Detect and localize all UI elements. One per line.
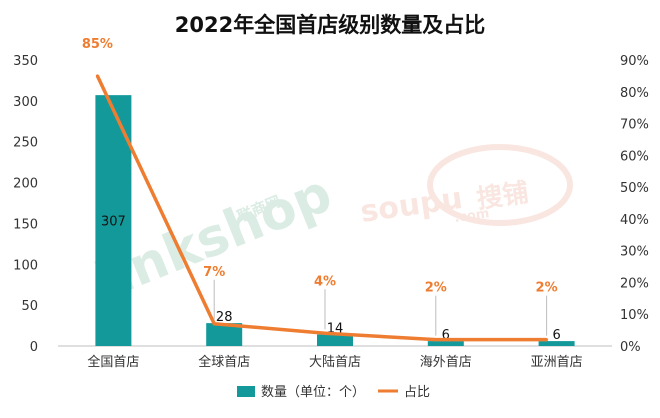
y-left-tick-label: 100	[13, 258, 38, 273]
x-tick-label: 大陆首店	[309, 354, 361, 370]
chart-title: 2022年全国首店级别数量及占比	[175, 13, 485, 37]
line-value-labels: 85% 7% 4% 2% 2%	[82, 37, 558, 336]
y-right-tick-label: 60%	[620, 149, 649, 164]
y-left-tick-label: 150	[13, 217, 38, 232]
x-tick-label: 全国首店	[87, 354, 139, 370]
y-left-tick-label: 200	[13, 177, 38, 192]
bar-value-label: 6	[552, 328, 560, 343]
watermark-soupu: soupu 搜铺 .com	[358, 144, 573, 230]
y-right-tick-label: 90%	[620, 54, 649, 69]
legend: 数量（单位：个） 占比	[237, 385, 430, 400]
line-point	[323, 331, 327, 335]
bar-series	[95, 95, 575, 346]
x-axis-tick-labels: 全国首店 全球首店 大陆首店 海外首店 亚洲首店	[87, 354, 582, 370]
bar-value-label: 28	[216, 310, 233, 325]
line-point	[95, 74, 99, 78]
legend-bar-swatch	[237, 386, 255, 397]
y-left-tick-label: 50	[21, 299, 38, 314]
x-tick-label: 海外首店	[420, 355, 472, 370]
y-right-tick-label: 20%	[620, 276, 649, 291]
bar-value-label: 6	[442, 328, 450, 343]
line-point	[434, 338, 438, 342]
y-right-tick-label: 10%	[620, 308, 649, 323]
y-right-tick-label: 70%	[620, 118, 649, 133]
x-tick-label: 全球首店	[198, 354, 250, 370]
y-right-tick-label: 0%	[620, 340, 641, 355]
y-left-tick-label: 300	[13, 95, 38, 110]
bar	[538, 341, 575, 346]
line-value-label: 4%	[314, 274, 336, 289]
legend-bar-label: 数量（单位：个）	[261, 385, 365, 400]
y-right-tick-label: 40%	[620, 213, 649, 228]
line-point	[545, 338, 549, 342]
bar	[427, 341, 464, 346]
legend-line-label: 占比	[404, 385, 430, 400]
bar	[317, 334, 353, 346]
bar	[206, 323, 243, 346]
watermark-soupu-ring	[427, 144, 573, 226]
line-value-label: 85%	[82, 37, 113, 52]
left-axis: 0 50 100 150 200 250 300 350	[13, 54, 38, 355]
y-left-tick-label: 350	[13, 54, 38, 69]
bar-value-label: 307	[101, 215, 126, 230]
y-right-tick-label: 30%	[620, 245, 649, 260]
line-point	[212, 322, 216, 326]
line-value-label: 2%	[536, 281, 558, 296]
y-left-tick-label: 0	[30, 340, 38, 355]
y-right-tick-label: 50%	[620, 181, 649, 196]
line-value-label: 7%	[203, 265, 225, 280]
right-axis: 0% 10% 20% 30% 40% 50% 60% 70% 80% 90%	[620, 54, 649, 355]
y-right-tick-label: 80%	[620, 86, 649, 101]
line-series	[95, 74, 549, 342]
x-tick-label: 亚洲首店	[531, 355, 583, 370]
watermark-soupu-cn-text: 搜铺	[475, 178, 531, 215]
line-value-label: 2%	[425, 281, 447, 296]
y-left-tick-label: 250	[13, 136, 38, 151]
watermark-soupu-com-text: .com	[453, 206, 490, 226]
watermark-soupu-text: soupu	[358, 181, 465, 230]
